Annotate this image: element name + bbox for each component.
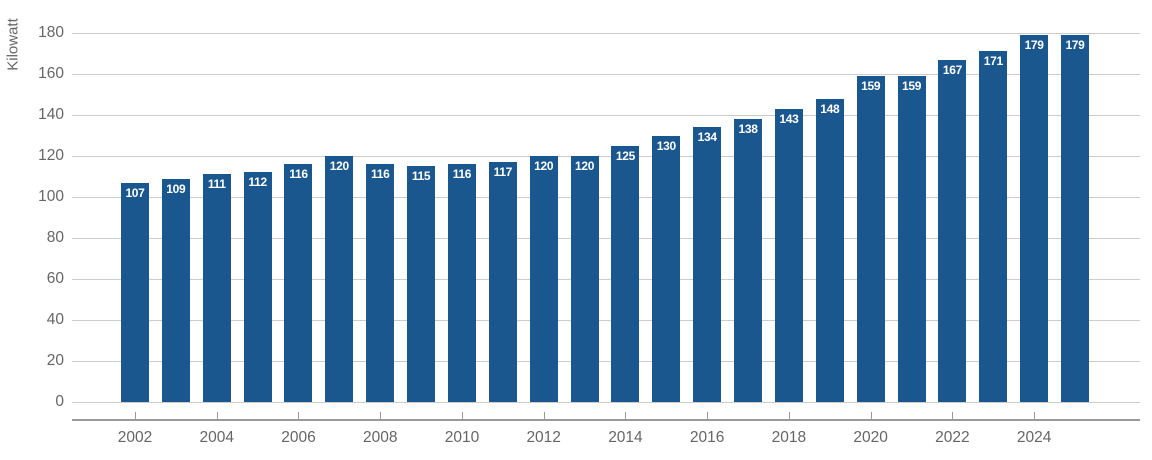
gridline [72,237,1140,239]
gridline [72,278,1140,280]
gridline [72,73,1140,75]
bar-2025: 179 [1061,35,1089,402]
bar-value-label: 179 [1065,38,1085,53]
x-tick [216,412,218,419]
bar-value-label: 111 [207,177,226,192]
y-tick-label: 80 [46,229,64,246]
y-tick-label: 100 [38,188,64,205]
gridline [72,155,1140,157]
bar-2002: 107 [121,182,149,402]
x-tick-label: 2002 [117,429,153,446]
bar-value-label: 120 [575,159,595,173]
bar-2019: 148 [815,98,844,402]
x-tick-label: 2014 [608,429,643,446]
y-tick-label: 160 [38,65,64,82]
gridline [72,32,1140,34]
bar-2012: 120 [529,156,558,402]
bar-2016: 134 [693,127,722,402]
bar-value-label: 138 [738,122,758,137]
x-tick [298,412,300,419]
bar-value-label: 159 [861,79,881,94]
x-tick [625,412,627,419]
x-tick-label: 2020 [853,429,888,446]
bar-2003: 109 [161,178,190,402]
x-tick-label: 2022 [935,429,970,446]
bar-value-label: 148 [820,101,840,116]
y-tick-label: 20 [46,352,64,369]
x-tick-label: 2018 [771,429,807,446]
x-tick [135,412,136,419]
bar-2023: 171 [979,51,1008,402]
bar-2005: 112 [243,172,272,402]
bar-value-label: 120 [329,159,349,173]
x-tick-label: 2012 [526,429,561,446]
x-tick-label: 2010 [444,429,480,446]
bar-2007: 120 [325,156,354,402]
y-tick-label: 0 [55,393,64,410]
bar-2024: 179 [1020,35,1049,402]
x-tick [543,412,545,419]
x-tick-label: 2008 [362,429,398,446]
gridline [72,360,1140,362]
bar-value-label: 116 [452,167,472,182]
bar-value-label: 107 [125,185,145,200]
bar-2013: 120 [570,156,599,402]
bar-2008: 116 [366,164,395,402]
bar-2018: 143 [774,108,803,402]
x-tick-label: 2016 [689,429,725,446]
bar-value-label: 116 [289,167,308,182]
bar-value-label: 143 [779,111,799,126]
bar-value-label: 115 [411,169,431,184]
x-tick [788,412,790,419]
bar-2010: 116 [447,164,476,402]
x-tick [380,412,382,419]
gridline [72,196,1140,198]
x-tick [707,412,709,419]
bar-value-label: 159 [901,79,922,94]
x-tick-label: 2004 [199,429,234,446]
x-tick [1034,412,1036,419]
bar-2015: 130 [652,135,681,402]
bar-2022: 167 [938,59,967,402]
y-tick-label: 140 [38,106,64,123]
bar-value-label: 117 [493,165,513,180]
bar-value-label: 109 [166,181,186,196]
y-axis-title: Kilowatt [4,18,22,71]
bar-value-label: 130 [656,138,676,153]
bar-value-label: 179 [1024,38,1044,53]
x-axis-line [72,419,1140,421]
bar-2006: 116 [284,164,313,402]
x-tick-label: 2006 [281,429,316,446]
bar-2014: 125 [611,145,640,402]
bar-2004: 111 [202,174,231,402]
gridline [72,114,1140,116]
gridline [72,319,1140,321]
bar-2009: 115 [407,166,436,402]
y-tick-label: 40 [46,311,64,328]
bar-value-label: 116 [370,167,390,182]
bar-2021: 159 [897,76,926,402]
gridline [72,401,1140,403]
y-tick-label: 180 [38,24,64,41]
bar-2020: 159 [856,76,885,402]
x-tick [461,412,463,419]
bar-2011: 117 [488,162,517,402]
bar-value-label: 134 [697,130,717,145]
bar-value-label: 125 [615,148,635,163]
bar-value-label: 112 [248,175,267,190]
bar-2017: 138 [734,119,763,402]
x-tick-label: 2024 [1016,429,1052,446]
y-tick-label: 60 [46,270,64,287]
bar-value-label: 167 [942,62,962,77]
y-tick-label: 120 [38,147,64,164]
x-tick [870,412,872,419]
x-tick [952,412,954,419]
bar-value-label: 171 [983,54,1003,69]
bar-value-label: 120 [534,159,554,173]
